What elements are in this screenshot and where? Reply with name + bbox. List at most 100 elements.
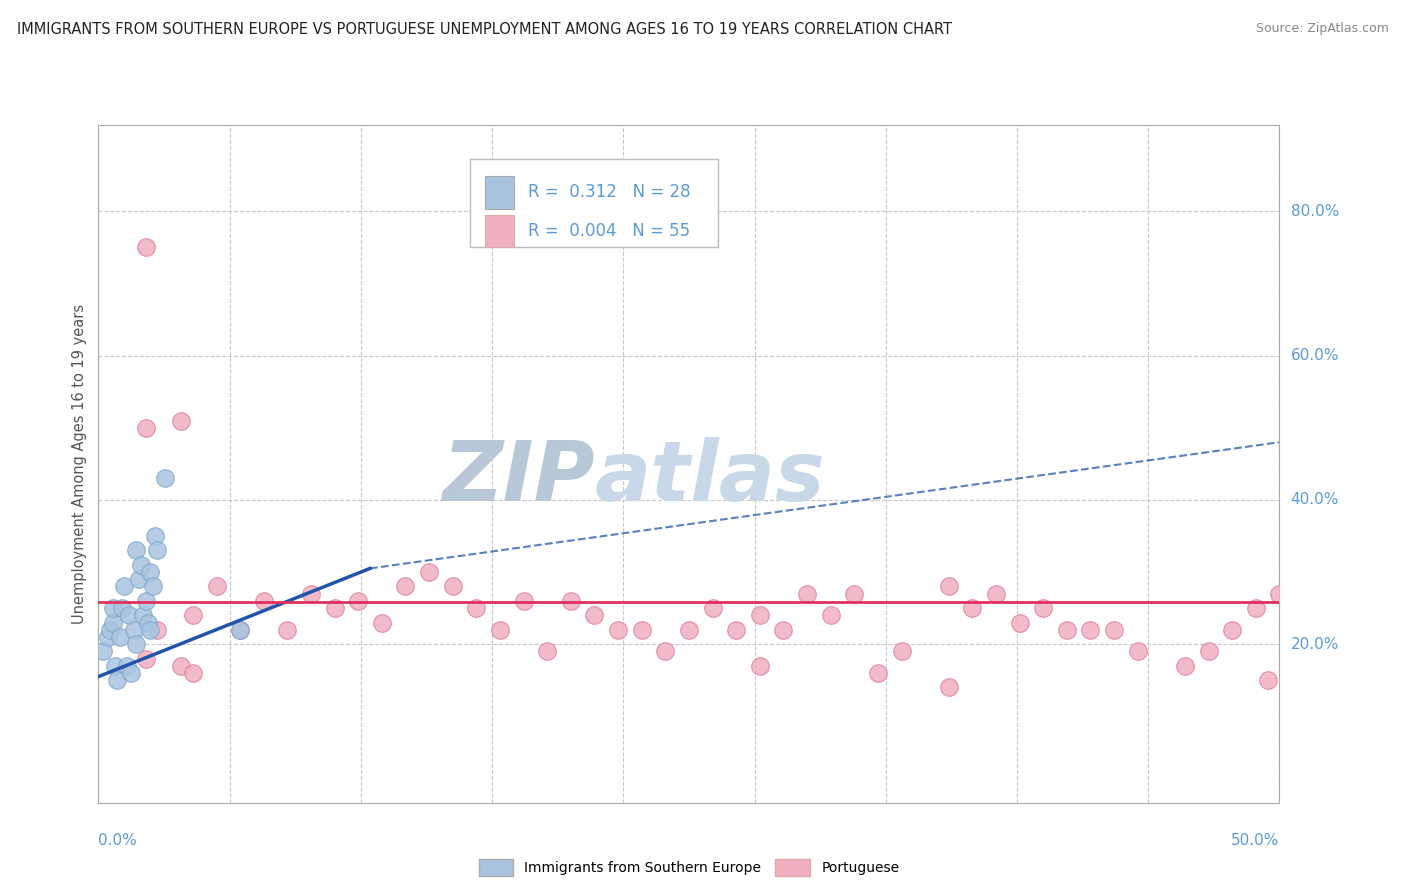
Legend: Immigrants from Southern Europe, Portuguese: Immigrants from Southern Europe, Portugu… <box>472 854 905 882</box>
Point <box>299 587 322 601</box>
Point <box>844 587 866 601</box>
Point <box>866 665 889 680</box>
Text: 20.0%: 20.0% <box>1291 637 1339 652</box>
Point <box>146 623 169 637</box>
Point <box>560 594 582 608</box>
Text: 0.0%: 0.0% <box>98 833 138 848</box>
Point <box>583 608 606 623</box>
Text: 50.0%: 50.0% <box>1232 833 1279 848</box>
Point <box>135 594 157 608</box>
Point <box>146 543 169 558</box>
Point <box>253 594 276 608</box>
Point <box>139 623 162 637</box>
Point <box>112 579 135 593</box>
Point <box>394 579 416 593</box>
Point <box>536 644 558 658</box>
Point <box>1102 623 1125 637</box>
Text: Source: ZipAtlas.com: Source: ZipAtlas.com <box>1256 22 1389 36</box>
Y-axis label: Unemployment Among Ages 16 to 19 years: Unemployment Among Ages 16 to 19 years <box>72 304 87 624</box>
Text: ZIP: ZIP <box>441 437 595 518</box>
Point <box>135 421 157 435</box>
Point <box>1220 623 1243 637</box>
Point <box>1198 644 1220 658</box>
Point <box>1080 623 1102 637</box>
Point <box>105 673 128 688</box>
Text: 40.0%: 40.0% <box>1291 492 1339 508</box>
Point <box>371 615 394 630</box>
FancyBboxPatch shape <box>471 159 718 247</box>
FancyBboxPatch shape <box>485 176 515 209</box>
Point <box>702 601 724 615</box>
Point <box>132 608 155 623</box>
Point <box>97 630 120 644</box>
Point <box>111 601 134 615</box>
Point <box>748 658 770 673</box>
Point <box>181 665 204 680</box>
Text: atlas: atlas <box>595 437 825 518</box>
Point <box>1126 644 1149 658</box>
Point <box>104 658 127 673</box>
Point <box>984 587 1007 601</box>
Point <box>125 637 148 651</box>
Point <box>98 623 121 637</box>
Point <box>125 543 148 558</box>
Point <box>1268 587 1291 601</box>
Point <box>418 565 440 579</box>
Point <box>796 587 818 601</box>
Text: R =  0.312   N = 28: R = 0.312 N = 28 <box>529 183 690 202</box>
Point <box>1008 615 1031 630</box>
Point <box>607 623 630 637</box>
Point <box>654 644 676 658</box>
Point <box>91 644 114 658</box>
Point <box>143 529 166 543</box>
Point <box>820 608 842 623</box>
Point <box>962 601 984 615</box>
Point <box>1257 673 1279 688</box>
Text: 60.0%: 60.0% <box>1291 348 1339 363</box>
Point <box>101 601 124 615</box>
Point <box>938 681 960 695</box>
Point <box>181 608 204 623</box>
Point <box>1056 623 1078 637</box>
Point <box>115 658 138 673</box>
Point <box>512 594 534 608</box>
Point <box>170 413 193 427</box>
Point <box>135 651 157 665</box>
Point <box>1032 601 1054 615</box>
Point <box>118 608 141 623</box>
Point <box>142 579 165 593</box>
Point <box>630 623 652 637</box>
Point <box>229 623 252 637</box>
Text: IMMIGRANTS FROM SOUTHERN EUROPE VS PORTUGUESE UNEMPLOYMENT AMONG AGES 16 TO 19 Y: IMMIGRANTS FROM SOUTHERN EUROPE VS PORTU… <box>17 22 952 37</box>
Point <box>229 623 252 637</box>
Point <box>323 601 346 615</box>
Point <box>772 623 794 637</box>
Point <box>205 579 228 593</box>
Point <box>1174 658 1197 673</box>
Point <box>938 579 960 593</box>
Point <box>129 558 152 572</box>
Point <box>276 623 298 637</box>
Point <box>170 658 193 673</box>
Point <box>139 565 162 579</box>
Point <box>441 579 464 593</box>
Point <box>122 623 145 637</box>
Point <box>153 471 176 485</box>
Text: R =  0.004   N = 55: R = 0.004 N = 55 <box>529 222 690 240</box>
Point <box>121 665 143 680</box>
Point <box>108 630 131 644</box>
Point <box>890 644 912 658</box>
Text: 80.0%: 80.0% <box>1291 204 1339 219</box>
Point <box>748 608 770 623</box>
Point <box>465 601 488 615</box>
Point <box>136 615 159 630</box>
Point <box>678 623 700 637</box>
Point <box>725 623 748 637</box>
Point <box>101 615 124 630</box>
Point <box>135 240 157 254</box>
Point <box>128 572 150 586</box>
Point <box>347 594 370 608</box>
FancyBboxPatch shape <box>485 215 515 247</box>
Point <box>489 623 512 637</box>
Point <box>1244 601 1267 615</box>
